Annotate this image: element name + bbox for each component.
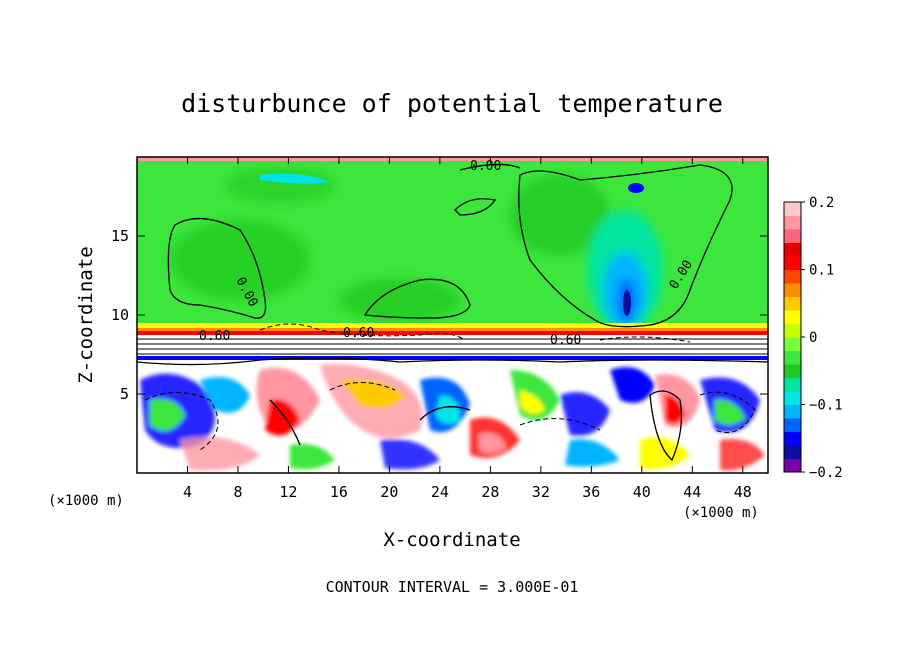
chart-title: disturbunce of potential temperature — [181, 89, 723, 118]
colorbar-swatch — [784, 350, 801, 365]
x-tick-label: 16 — [330, 483, 348, 501]
x-unit-right: (×1000 m) — [683, 505, 759, 521]
colorbar-tick-label: −0.2 — [809, 465, 843, 481]
x-tick-label: 24 — [431, 483, 449, 501]
colorbar-swatch — [784, 418, 801, 432]
contour-label-4: 0.60 — [199, 329, 230, 344]
colorbar-swatch — [784, 323, 801, 338]
colorbar-tick-label: 0.2 — [809, 195, 834, 211]
x-tick-label: 44 — [683, 483, 701, 501]
colorbar-swatch — [784, 242, 801, 257]
colorbar-swatch — [784, 364, 801, 378]
y-tick-label: 5 — [120, 385, 129, 403]
colorbar-swatch — [784, 202, 801, 216]
colorbar-swatch — [784, 269, 801, 284]
colorbar-swatch — [784, 337, 801, 351]
x-tick-label: 28 — [481, 483, 499, 501]
y-tick-label: 15 — [111, 227, 129, 245]
colorbar-swatch — [784, 283, 801, 297]
colorbar-swatch — [784, 458, 801, 473]
x-tick-label: 40 — [633, 483, 651, 501]
colorbar — [784, 202, 801, 473]
colorbar-tick-label: 0 — [809, 330, 817, 346]
colorbar-swatch — [784, 215, 801, 230]
colorbar-ticks: 0.2 0.1 0 −0.1 −0.2 — [801, 195, 843, 481]
colorbar-swatch — [784, 431, 801, 446]
x-axis-ticks: 4 8 12 16 20 24 28 32 36 40 44 48 — [183, 157, 752, 501]
y-axis-label: Z-coordinate — [75, 246, 97, 383]
colorbar-tick-label: −0.1 — [809, 398, 843, 414]
colorbar-swatch — [784, 377, 801, 392]
x-tick-label: 48 — [734, 483, 752, 501]
colorbar-swatch — [784, 445, 801, 459]
colorbar-swatch — [784, 391, 801, 405]
colorbar-tick-label: 0.1 — [809, 263, 834, 279]
x-tick-label: 8 — [233, 483, 242, 501]
colorbar-swatch — [784, 404, 801, 419]
x-tick-label: 20 — [380, 483, 398, 501]
contour-label-5: 0.60 — [343, 326, 374, 341]
colorbar-swatch — [784, 310, 801, 324]
x-axis-label: X-coordinate — [383, 529, 520, 551]
contour-label-1: 0.00 — [470, 159, 501, 174]
colorbar-swatch — [784, 256, 801, 270]
x-tick-label: 4 — [183, 483, 192, 501]
y-tick-label: 10 — [111, 306, 129, 324]
x-unit-left: (×1000 m) — [48, 493, 124, 509]
x-tick-label: 36 — [582, 483, 600, 501]
contour-label-6: 0.60 — [550, 333, 581, 348]
y-axis-ticks: 5 10 15 — [111, 227, 768, 403]
heatmap-field: 0.00 0.00 0.00 0.60 0.60 0.60 — [137, 157, 768, 473]
colorbar-swatch — [784, 296, 801, 311]
contour-interval-footer: CONTOUR INTERVAL = 3.000E-01 — [326, 578, 579, 596]
colorbar-swatch — [784, 229, 801, 243]
x-tick-label: 32 — [532, 483, 550, 501]
x-tick-label: 12 — [279, 483, 297, 501]
